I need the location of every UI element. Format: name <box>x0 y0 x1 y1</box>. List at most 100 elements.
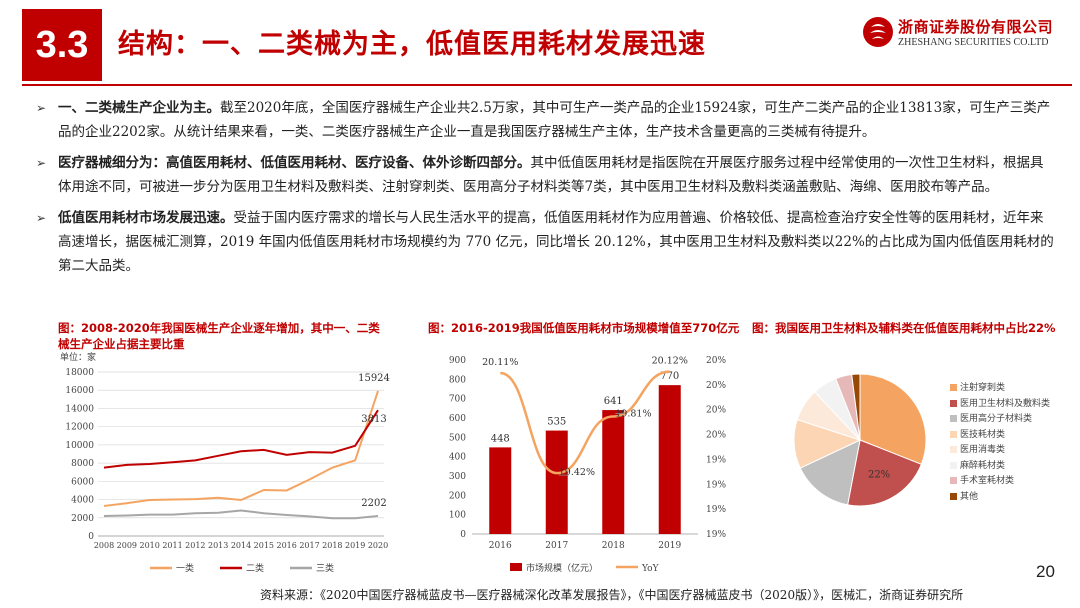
bullet-lead: 低值医用耗材市场发展迅速。 <box>58 210 234 226</box>
chart2-y2-tick-label: 20% <box>706 406 726 416</box>
chart1-x-tick-label: 2020 <box>368 541 388 550</box>
chart2-y2-tick-label: 19% <box>706 530 726 540</box>
bullet-item: ➢ 一、二类械生产企业为主。截至2020年底，全国医疗器械生产企业共2.5万家，… <box>36 96 1056 144</box>
chart1-x-tick-label: 2012 <box>185 541 205 550</box>
bullet-item: ➢ 低值医用耗材市场发展迅速。受益于国内医疗需求的增长与人民生活水平的提高，低值… <box>36 206 1056 278</box>
chart2-legend-label: 市场规模（亿元） <box>526 562 598 574</box>
chart3-pie-slice <box>851 373 861 441</box>
chart2-bar <box>658 385 681 534</box>
chart2-bar-label: 535 <box>547 417 566 428</box>
chart3-legend-item: 医用消毒类 <box>950 442 1005 455</box>
chart3-legend-label: 注射穿刺类 <box>960 383 1006 393</box>
chart2-yoy-line <box>499 370 670 475</box>
chart1-series-line <box>103 390 379 507</box>
chart2-bar-line-chart: 0 100 200 300 400 500 600 700 800 900 19% 19% 19% 19%… <box>449 356 727 574</box>
chart2-y2-tick-label: 19% <box>706 455 726 465</box>
chart3-slice-label: 22% <box>868 470 890 481</box>
chart1-y-tick-label: 12000 <box>65 423 94 433</box>
chart1-end-label: 2202 <box>361 498 386 509</box>
chart1-y-tick-label: 0 <box>88 532 94 542</box>
chart2-y-tick-label: 0 <box>460 530 466 540</box>
chart2-y-tick-label: 800 <box>449 375 466 385</box>
arrow-bullet-icon: ➢ <box>36 101 47 115</box>
chart2-bar-label: 770 <box>660 371 679 382</box>
chart3-legend-label: 手术室耗材类 <box>960 476 1015 486</box>
chart1-y-tick-label: 8000 <box>71 459 94 469</box>
chart1-legend-label: 一类 <box>176 562 194 574</box>
chart3-legend-label: 麻醉耗材类 <box>960 460 1006 471</box>
source-note: 资料来源：《2020中国医疗器械蓝皮书—医疗器械深化改革发展报告》，《中国医疗器… <box>260 588 964 602</box>
chart1-y-tick-label: 14000 <box>65 404 94 414</box>
chart1-y-tick-label: 2000 <box>71 514 94 524</box>
bullet-text: 截至2020年底，全国医疗器械生产企业共2.5万家，其中可生产一类产品的企业15… <box>58 100 1051 140</box>
chart2-y2-tick-label: 20% <box>706 381 726 391</box>
chart3-legend-swatch <box>950 477 957 484</box>
chart3-legend-item: 手术室耗材类 <box>950 473 1014 486</box>
bullet-item: ➢ 医疗器械细分为：高值医用耗材、低值医用耗材、医疗设备、体外诊断四部分。其中低… <box>36 151 1056 199</box>
chart2-yoy-label: 19.81% <box>615 409 651 420</box>
chart1-x-tick-label: 2011 <box>162 541 182 550</box>
chart1-series-line <box>103 409 379 469</box>
chart3-pie-slice <box>859 373 927 465</box>
chart3-pie-slice <box>847 439 923 507</box>
chart2-legend-label: YoY <box>641 564 660 574</box>
chart3-legend-label: 医用高分子材料类 <box>960 414 1033 424</box>
chart1-x-tick-label: 2013 <box>208 541 228 550</box>
bullet-text: 其中低值医用耗材是指医院在开展医疗服务过程中经常使用的一次性卫生材料，根据具体用… <box>58 155 1044 195</box>
chart3-legend-label: 其他 <box>960 491 979 502</box>
bullet-text: 受益于国内医疗需求的增长与人民生活水平的提高，低值医用耗材作为应用普遍、价格较低… <box>58 210 1054 274</box>
chart3-legend-label: 医用消毒类 <box>960 445 1006 455</box>
chart2-y-tick-label: 400 <box>449 453 466 463</box>
chart2-y-tick-label: 300 <box>449 472 466 482</box>
chart3-legend-swatch <box>950 430 957 438</box>
company-name-en: ZHESHANG SECURITIES CO.LTD <box>898 37 1049 48</box>
chart3-legend-item: 医用卫生材料及敷料类 <box>950 396 1050 409</box>
chart3-legend-item: 医技耗材类 <box>950 427 1005 440</box>
arrow-bullet-icon: ➢ <box>36 156 47 170</box>
company-name-cn: 浙商证券股份有限公司 <box>898 18 1054 36</box>
chart2-legend-swatch <box>510 563 522 571</box>
company-logo: 浙商证券股份有限公司 ZHESHANG SECURITIES CO.LTD <box>862 12 1072 60</box>
chart2-bar <box>489 447 512 534</box>
chart2-y2-tick-label: 20% <box>706 356 726 366</box>
page-title: 结构：一、二类械为主，低值医用耗材发展迅速 <box>118 29 706 60</box>
chart3-legend-item: 医用高分子材料类 <box>950 411 1032 424</box>
arrow-bullet-icon: ➢ <box>36 211 47 225</box>
chart2-y2-tick-label: 19% <box>706 480 726 490</box>
chart2-bar <box>545 430 568 534</box>
chart2-bar <box>602 410 625 534</box>
chart1-y-tick-label: 4000 <box>71 496 94 506</box>
chart1-y-tick-label: 10000 <box>65 441 94 451</box>
chart1-x-tick-label: 2018 <box>322 541 342 550</box>
chart2-y-tick-label: 100 <box>449 511 466 521</box>
page-number: 20 <box>1036 562 1055 581</box>
chart2-y-tick-label: 500 <box>449 433 466 443</box>
chart3-legend-swatch <box>950 492 957 500</box>
chart1-unit-label: 单位：家 <box>60 351 96 363</box>
chart1-series-line <box>103 509 379 520</box>
chart1-legend-label: 二类 <box>246 562 264 574</box>
chart2-y-tick-label: 600 <box>449 414 466 424</box>
company-logo-icon <box>863 17 893 47</box>
chart3-pie-chart: 22% <box>793 373 927 507</box>
chart1-y-tick-label: 6000 <box>71 477 94 487</box>
chart3-caption: 图：我国医用卫生材料及辅料类在低值医用耗材中占比22% <box>752 321 1056 335</box>
chart3-legend-swatch <box>950 461 957 469</box>
bullet-list: ➢ 一、二类械生产企业为主。截至2020年底，全国医疗器械生产企业共2.5万家，… <box>36 96 1056 285</box>
chart1-end-label: 15924 <box>358 373 390 384</box>
chart2-yoy-label: 19.42% <box>559 467 595 478</box>
chart1-x-tick-label: 2016 <box>276 541 296 550</box>
chart1-y-tick-label: 16000 <box>65 386 94 396</box>
chart3-legend-item: 麻醉耗材类 <box>950 458 1005 471</box>
chart2-bar-label: 641 <box>604 396 623 407</box>
chart2-y-tick-label: 700 <box>449 395 466 405</box>
title-divider <box>22 84 1072 86</box>
chart2-x-tick-label: 2017 <box>545 541 568 551</box>
chart3-legend-swatch <box>950 415 957 422</box>
chart2-x-tick-label: 2018 <box>602 541 625 551</box>
chart1-legend-label: 三类 <box>316 562 334 574</box>
chart1-y-tick-label: 18000 <box>65 368 94 378</box>
chart3-legend-label: 医用卫生材料及敷料类 <box>960 398 1051 409</box>
chart1-x-tick-label: 2010 <box>139 541 159 550</box>
chart3-pie-slice <box>799 439 861 506</box>
